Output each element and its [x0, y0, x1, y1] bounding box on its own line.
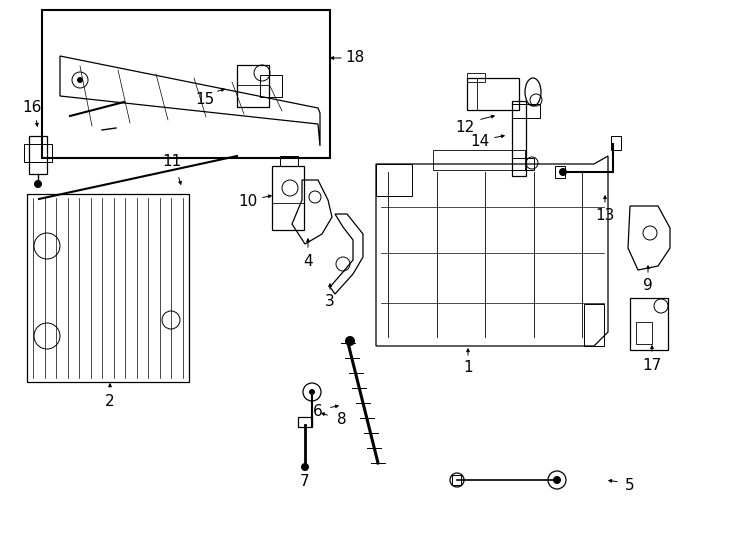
Text: 14: 14 [470, 134, 490, 150]
Bar [260, 75, 282, 97]
Bar [584, 304, 604, 346]
Bar [555, 166, 565, 178]
Circle shape [77, 77, 83, 83]
Bar [611, 136, 621, 150]
Bar [237, 65, 269, 107]
Text: 5: 5 [625, 477, 635, 492]
Bar [272, 166, 304, 230]
Bar [24, 144, 52, 162]
Bar [467, 73, 485, 82]
Bar [512, 101, 526, 176]
Text: 1: 1 [463, 361, 473, 375]
Bar [452, 475, 461, 485]
Bar [512, 104, 540, 118]
Text: 10: 10 [239, 194, 258, 210]
Text: 8: 8 [337, 413, 346, 428]
Bar [298, 417, 312, 427]
Bar [630, 298, 668, 350]
Bar [433, 150, 525, 170]
Circle shape [309, 389, 315, 395]
Circle shape [345, 336, 355, 346]
Text: 11: 11 [162, 154, 181, 170]
Bar [376, 164, 412, 196]
Bar [636, 322, 652, 344]
Circle shape [34, 180, 42, 188]
Circle shape [553, 476, 561, 484]
Text: 15: 15 [195, 92, 214, 107]
Bar [280, 156, 298, 166]
Text: 6: 6 [313, 404, 323, 420]
Text: 16: 16 [22, 100, 42, 116]
Bar [512, 158, 534, 170]
Circle shape [301, 463, 309, 471]
Text: 4: 4 [303, 254, 313, 269]
Bar [467, 78, 519, 110]
Text: 13: 13 [595, 207, 614, 222]
Text: 17: 17 [642, 357, 661, 373]
Text: 3: 3 [325, 294, 335, 309]
Text: 2: 2 [105, 395, 115, 409]
Bar [27, 194, 189, 382]
Text: 12: 12 [455, 120, 475, 136]
Text: 18: 18 [346, 51, 365, 65]
Circle shape [559, 168, 567, 176]
Text: 7: 7 [300, 475, 310, 489]
Bar [42, 10, 330, 158]
Text: 9: 9 [643, 278, 653, 293]
Bar [29, 136, 47, 174]
